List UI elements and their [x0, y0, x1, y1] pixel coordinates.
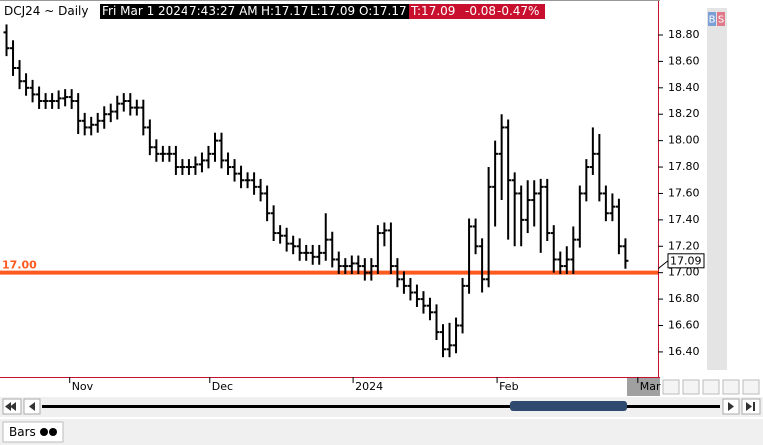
last-price-label: 17.09	[670, 254, 702, 267]
trade-label: T:17.09	[409, 4, 467, 19]
scroll-start-icon	[5, 402, 16, 411]
open-label: O:17.17	[357, 4, 409, 19]
y-tick-label: 18.20	[668, 107, 700, 120]
tab-icon	[49, 428, 57, 436]
tool-button[interactable]	[662, 379, 680, 395]
x-tick-label: Mar	[640, 380, 661, 393]
tool-button[interactable]	[702, 379, 720, 395]
study-tab[interactable]	[2, 421, 64, 443]
high-label: H:17.17	[259, 4, 311, 19]
time-label: 7:43:27 AM	[187, 4, 260, 19]
scroll-end-icon	[746, 402, 755, 411]
buy-label: B	[709, 15, 716, 26]
y-tick-label: 17.80	[668, 160, 700, 173]
y-tick-label: 17.60	[668, 186, 700, 199]
tab-icon	[40, 428, 48, 436]
tool-buttons	[662, 379, 760, 395]
buy-button[interactable]	[708, 12, 716, 26]
plot-area	[0, 0, 658, 377]
y-tick-label: 16.80	[668, 292, 700, 305]
sell-label: S	[718, 15, 724, 26]
last-price-box	[667, 253, 705, 269]
x-tick-label: Dec	[212, 380, 233, 393]
change-label: -0.08	[463, 4, 499, 19]
sell-button[interactable]	[717, 12, 725, 26]
symbol-label: DCJ24 ~ Daily	[4, 4, 89, 18]
last-price-pointer	[657, 260, 669, 270]
y-tick-label: 18.00	[668, 134, 700, 147]
scroll-left-icon	[29, 402, 35, 411]
tool-button[interactable]	[722, 379, 740, 395]
y-tick-label: 17.20	[668, 239, 700, 252]
tool-button[interactable]	[742, 379, 760, 395]
x-tick-label: 2024	[355, 380, 383, 393]
scroll-right-icon	[728, 402, 734, 411]
current-period-box	[627, 378, 660, 396]
y-tick-label: 16.60	[668, 319, 700, 332]
y-tick-label: 17.40	[668, 213, 700, 226]
y-tick-label: 16.40	[668, 345, 700, 358]
low-label: L:17.09	[308, 4, 358, 19]
scroll-thumb[interactable]	[510, 401, 627, 411]
date-label: Fri Mar 1 2024	[100, 4, 191, 19]
y-tick-label: 18.80	[668, 28, 700, 41]
price-line-label: 17.00	[2, 259, 37, 272]
tab-bar	[0, 419, 763, 445]
side-strip	[707, 8, 727, 370]
y-tick-label: 18.40	[668, 81, 700, 94]
x-tick-label: Nov	[72, 380, 94, 393]
y-tick-label: 18.60	[668, 54, 700, 67]
x-tick-label: Feb	[499, 380, 518, 393]
change-pct-label: -0.47%	[495, 4, 545, 19]
y-tick-label: 17.00	[668, 266, 700, 279]
tool-button[interactable]	[682, 379, 700, 395]
study-tab-label: Bars	[9, 425, 36, 439]
